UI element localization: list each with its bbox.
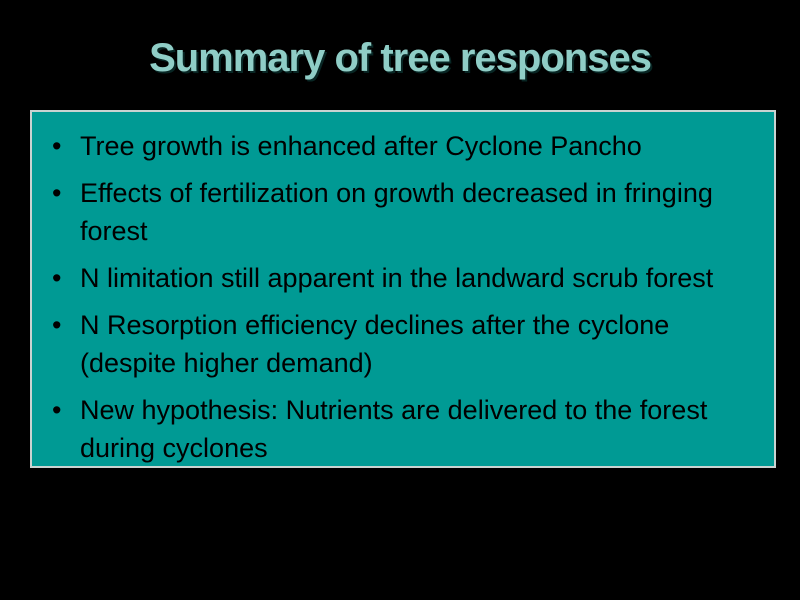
bullet-item: • Tree growth is enhanced after Cyclone … — [52, 127, 772, 165]
bullet-list: • Tree growth is enhanced after Cyclone … — [32, 112, 774, 467]
slide-title: Summary of tree responses — [149, 36, 652, 80]
bullet-item: • N limitation still apparent in the lan… — [52, 259, 772, 297]
bullet-icon: • — [52, 263, 62, 293]
bullet-item: • N Resorption efficiency declines after… — [52, 306, 772, 382]
bullet-icon: • — [52, 178, 62, 208]
bullet-icon: • — [52, 395, 62, 425]
bullet-item: • Effects of fertilization on growth dec… — [52, 174, 772, 250]
bullet-text: New hypothesis: Nutrients are delivered … — [80, 395, 708, 463]
bullet-text: Tree growth is enhanced after Cyclone Pa… — [80, 131, 642, 161]
bullet-item: • New hypothesis: Nutrients are delivere… — [52, 391, 772, 467]
bullet-icon: • — [52, 310, 62, 340]
content-box: • Tree growth is enhanced after Cyclone … — [30, 110, 776, 468]
bullet-icon: • — [52, 131, 62, 161]
bullet-text: N Resorption efficiency declines after t… — [80, 310, 670, 378]
bullet-text: N limitation still apparent in the landw… — [80, 263, 714, 293]
bullet-text: Effects of fertilization on growth decre… — [80, 178, 713, 246]
